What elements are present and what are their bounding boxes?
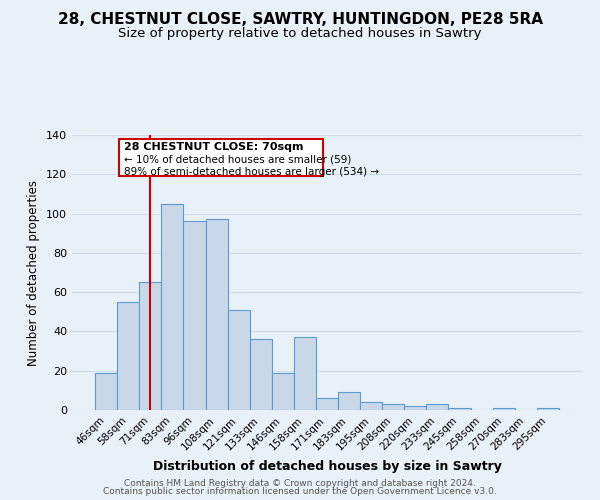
- Bar: [294, 338, 316, 410]
- Bar: [119, 139, 323, 176]
- Bar: [250, 340, 272, 410]
- Text: Contains HM Land Registry data © Crown copyright and database right 2024.: Contains HM Land Registry data © Crown c…: [124, 478, 476, 488]
- Bar: [316, 398, 338, 410]
- X-axis label: Distribution of detached houses by size in Sawtry: Distribution of detached houses by size …: [152, 460, 502, 473]
- Bar: [184, 222, 206, 410]
- Text: 28 CHESTNUT CLOSE: 70sqm: 28 CHESTNUT CLOSE: 70sqm: [124, 142, 304, 152]
- Bar: [95, 372, 117, 410]
- Bar: [427, 404, 448, 410]
- Text: Contains public sector information licensed under the Open Government Licence v3: Contains public sector information licen…: [103, 487, 497, 496]
- Text: ← 10% of detached houses are smaller (59): ← 10% of detached houses are smaller (59…: [124, 154, 351, 164]
- Bar: [117, 302, 139, 410]
- Bar: [382, 404, 404, 410]
- Bar: [139, 282, 161, 410]
- Bar: [206, 220, 227, 410]
- Bar: [272, 372, 294, 410]
- Bar: [404, 406, 427, 410]
- Y-axis label: Number of detached properties: Number of detached properties: [28, 180, 40, 366]
- Text: Size of property relative to detached houses in Sawtry: Size of property relative to detached ho…: [118, 28, 482, 40]
- Text: 28, CHESTNUT CLOSE, SAWTRY, HUNTINGDON, PE28 5RA: 28, CHESTNUT CLOSE, SAWTRY, HUNTINGDON, …: [58, 12, 542, 28]
- Bar: [448, 408, 470, 410]
- Bar: [338, 392, 360, 410]
- Text: 89% of semi-detached houses are larger (534) →: 89% of semi-detached houses are larger (…: [124, 168, 379, 177]
- Bar: [161, 204, 184, 410]
- Bar: [537, 408, 559, 410]
- Bar: [493, 408, 515, 410]
- Bar: [227, 310, 250, 410]
- Bar: [360, 402, 382, 410]
